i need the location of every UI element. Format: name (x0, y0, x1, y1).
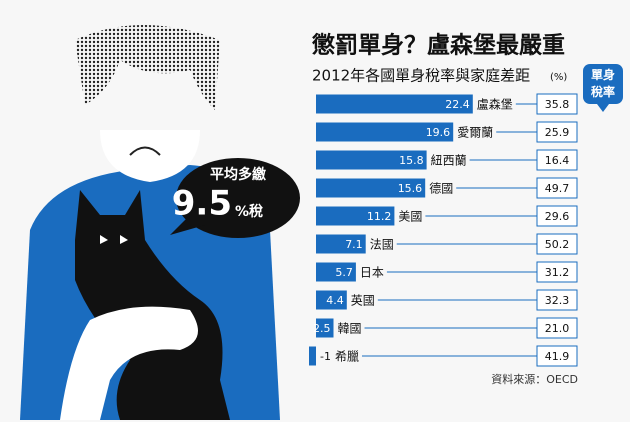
value-label: 4.4 (326, 294, 344, 307)
column-header-pointer (597, 104, 609, 112)
category-label: 盧森堡 (477, 97, 513, 112)
callout-text: 平均多繳 (210, 166, 266, 183)
single-tax-label: 41.9 (545, 350, 570, 363)
bar (316, 262, 356, 282)
single-tax-label: 21.0 (545, 322, 570, 335)
single-tax-label: 49.7 (545, 182, 570, 195)
bar (316, 178, 426, 198)
single-tax-label: 35.8 (545, 98, 570, 111)
single-tax-label: 50.2 (545, 238, 570, 251)
column-header-wrap: 單身稅率 (590, 68, 615, 99)
bar (316, 234, 366, 254)
chart-subtitle: 2012年各國單身稅率與家庭差距 (312, 67, 530, 85)
value-label: 19.6 (426, 126, 451, 139)
value-label: 2.5 (313, 322, 331, 335)
column-header: 單身稅率 (590, 68, 615, 99)
value-label: 11.2 (367, 210, 392, 223)
single-tax-box (536, 289, 578, 311)
category-label: 紐西蘭 (431, 154, 467, 168)
category-label: 法國 (370, 238, 394, 252)
callout-unit: %稅 (235, 203, 263, 220)
bar (316, 318, 334, 338)
value-label: 15.8 (399, 154, 424, 167)
unit: (%) (550, 72, 567, 83)
single-tax-label: 31.2 (545, 266, 570, 279)
single-tax-box (536, 177, 578, 199)
bar (316, 94, 473, 114)
category-label: 美國 (398, 210, 422, 224)
single-tax-box (536, 261, 578, 283)
illustration (20, 25, 300, 420)
callout-value: 9.5 (172, 184, 232, 224)
category-label: 德國 (429, 181, 453, 196)
bar (316, 206, 395, 226)
single-tax-label: 16.4 (545, 154, 570, 167)
bar (316, 150, 427, 170)
single-tax-label: 32.3 (545, 294, 570, 307)
single-tax-box (536, 93, 578, 115)
value-label: -1 (320, 350, 331, 363)
value-label: 15.6 (398, 182, 423, 195)
single-tax-box (536, 233, 578, 255)
category-label: 英國 (351, 294, 375, 308)
single-tax-box (536, 317, 578, 339)
single-tax-label: 25.9 (545, 126, 570, 139)
single-tax-box (536, 205, 578, 227)
category-label: 韓國 (338, 322, 362, 336)
chart-title: 懲罰單身？盧森堡最嚴重 (312, 32, 565, 59)
category-label: 愛爾蘭 (457, 126, 493, 140)
category-label: 希臘 (335, 349, 359, 364)
source: 資料來源：OECD (491, 372, 578, 386)
value-label: 5.7 (335, 266, 353, 279)
value-label: 22.4 (445, 98, 470, 111)
bar (309, 346, 316, 366)
column-header-box (583, 64, 623, 104)
bar (316, 290, 347, 310)
bar (316, 122, 454, 142)
single-tax-label: 29.6 (545, 210, 570, 223)
single-tax-box (536, 149, 578, 171)
single-tax-box (536, 121, 578, 143)
value-label: 7.1 (345, 238, 363, 251)
single-tax-box (536, 345, 578, 367)
category-label: 日本 (360, 266, 384, 280)
